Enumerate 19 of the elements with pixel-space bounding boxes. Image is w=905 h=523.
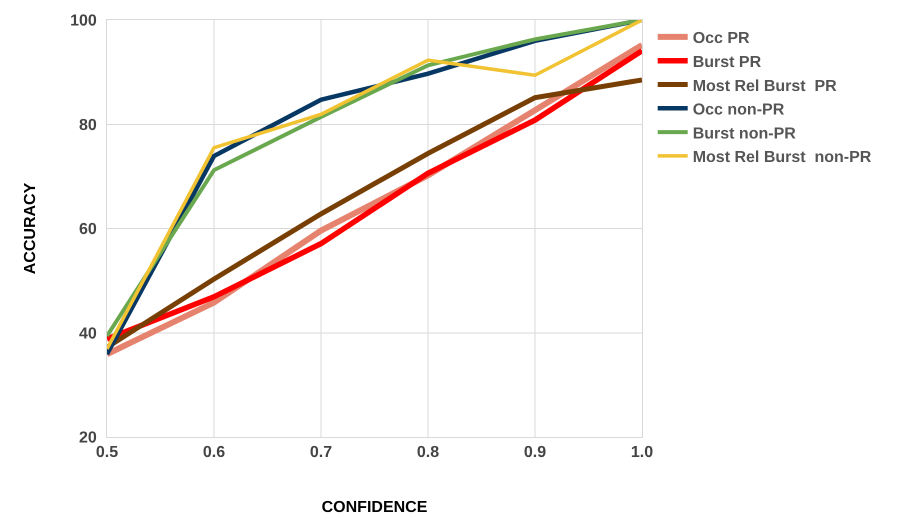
x-tick-label: 0.6 — [202, 444, 226, 462]
legend-label: Most Rel Burst non-PR — [692, 149, 872, 166]
x-tick-label: 0.7 — [310, 444, 332, 462]
legend-label: Occ non-PR — [692, 102, 785, 119]
y-tick-label: 40 — [79, 325, 97, 342]
x-axis-title: CONFIDENCE — [322, 498, 428, 516]
legend-label: Occ PR — [692, 30, 750, 48]
y-tick-label: 20 — [79, 430, 97, 447]
y-tick-label: 60 — [79, 221, 97, 238]
legend-label: Burst PR — [692, 54, 762, 71]
x-tick-label: 0.5 — [96, 444, 118, 462]
x-tick-label: 0.8 — [416, 444, 440, 462]
legend-label: Most Rel Burst PR — [692, 78, 838, 95]
y-axis-title: ACCURACY — [22, 182, 39, 274]
legend-label: Burst non-PR — [692, 125, 796, 142]
x-tick-label: 0.9 — [524, 444, 546, 462]
x-tick-label: 1.0 — [630, 444, 654, 462]
y-tick-label: 80 — [79, 116, 97, 134]
y-tick-label: 100 — [70, 12, 97, 30]
